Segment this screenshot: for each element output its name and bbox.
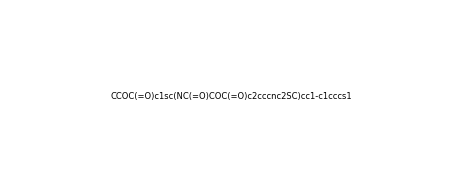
Text: CCOC(=O)c1sc(NC(=O)COC(=O)c2cccnc2SC)cc1-c1cccs1: CCOC(=O)c1sc(NC(=O)COC(=O)c2cccnc2SC)cc1… <box>110 93 352 101</box>
